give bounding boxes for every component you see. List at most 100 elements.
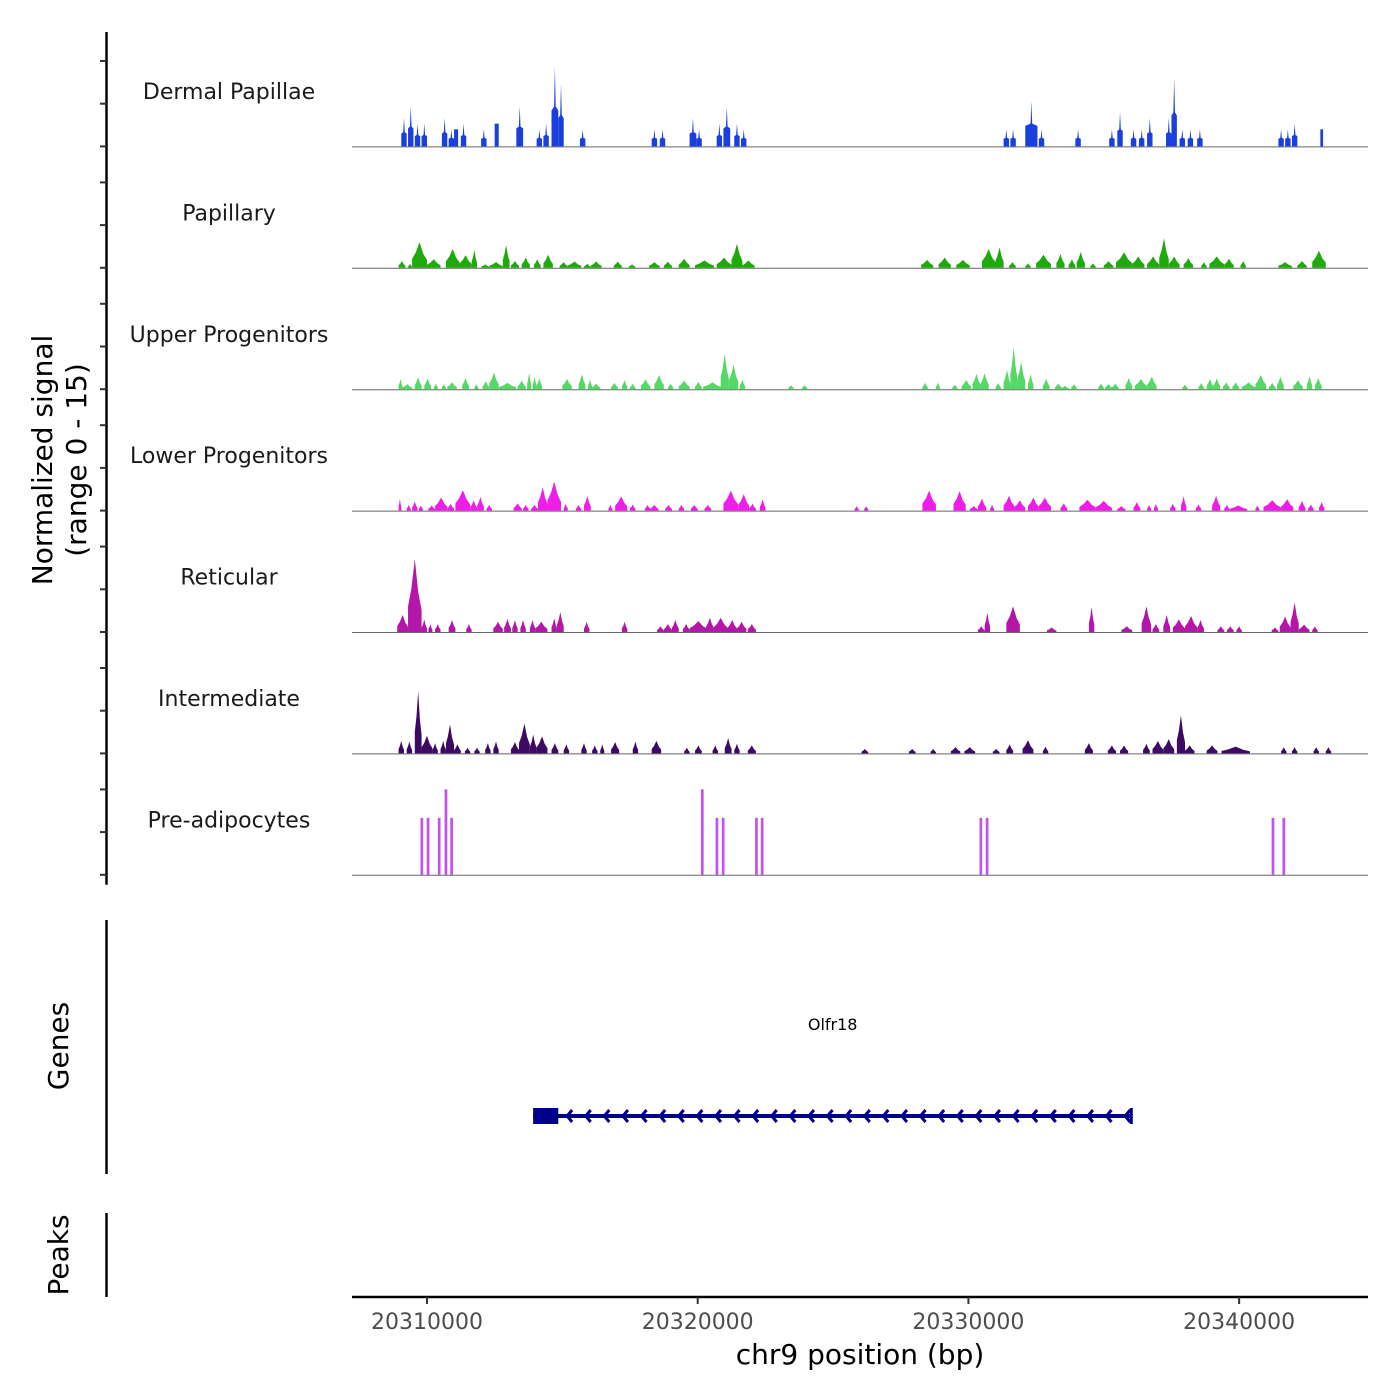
signal-peak: [651, 740, 662, 754]
signal-peak: [493, 621, 503, 632]
signal-peak: [1117, 112, 1123, 147]
signal-peak: [648, 262, 660, 268]
signal-peak: [448, 129, 455, 147]
signal-peak: [1003, 495, 1015, 511]
signal-peak: [486, 504, 492, 511]
signal-peak: [650, 504, 659, 511]
signal-peak: [428, 505, 436, 511]
signal-peak: [611, 742, 620, 754]
signal-peak: [551, 66, 559, 147]
signal-peak: [1107, 745, 1116, 754]
signal-peak: [1278, 129, 1284, 147]
signal-peak: [742, 260, 755, 268]
signal-peak: [1111, 383, 1119, 390]
signal-peak: [418, 505, 423, 511]
signal-peak: [961, 380, 972, 390]
signal-peak: [644, 504, 651, 511]
signal-peak: [398, 498, 402, 511]
signal-peak: [432, 743, 438, 754]
signal-peak: [426, 259, 441, 268]
signal-peak: [731, 243, 743, 268]
signal-peak: [608, 504, 613, 511]
signal-peak: [657, 626, 664, 632]
signal-peak: [1187, 129, 1194, 147]
signal-peak: [1232, 382, 1240, 390]
signal-peak: [715, 817, 719, 875]
signal-peak: [398, 260, 406, 268]
signal-peak: [535, 621, 548, 632]
signal-peak: [1027, 497, 1039, 511]
signal-peak: [1229, 505, 1248, 511]
signal-peak: [1042, 746, 1049, 754]
signal-peak: [460, 123, 467, 147]
signal-peak: [471, 250, 478, 268]
strand-arrow: [583, 1109, 592, 1123]
signal-peak: [1132, 256, 1145, 268]
signal-peak: [992, 748, 1000, 754]
y-axis-title-line-2: (range 0 - 15): [60, 363, 93, 557]
strand-arrow: [676, 1109, 685, 1123]
signal-peak: [584, 263, 591, 268]
signal-peak: [984, 612, 991, 632]
signal-peak: [421, 123, 427, 147]
signal-peak: [588, 379, 593, 390]
signal-peak: [512, 620, 518, 632]
signal-peak: [1183, 258, 1194, 268]
signal-peak: [728, 364, 739, 390]
signal-peak: [663, 261, 672, 268]
signal-peak: [1003, 129, 1010, 147]
x-tick-label: 20320000: [642, 1310, 754, 1335]
signal-peak: [481, 264, 490, 268]
signal-peak: [1025, 100, 1038, 147]
signal-peak: [1105, 384, 1112, 390]
signal-peak: [1014, 500, 1026, 511]
signal-peak: [551, 618, 557, 632]
signal-peak: [513, 503, 522, 511]
track-lower-progenitors: Lower Progenitors: [130, 444, 1368, 512]
signal-peak: [1068, 259, 1076, 268]
signal-peak: [1147, 376, 1157, 390]
signal-peak: [1291, 747, 1298, 754]
signal-peak: [414, 123, 421, 147]
signal-peak: [529, 620, 536, 632]
signal-peak: [621, 380, 628, 390]
signal-peak: [401, 117, 407, 147]
signal-peak: [1117, 506, 1126, 511]
signal-peak: [474, 384, 479, 390]
signal-peak: [1197, 620, 1204, 632]
signal-peak: [1278, 262, 1292, 268]
signal-peak: [723, 106, 731, 147]
signal-peak: [1240, 260, 1246, 268]
signal-peak: [489, 372, 499, 390]
signal-peak: [1282, 817, 1286, 875]
signal-peak: [536, 129, 543, 147]
signal-peak: [1098, 383, 1104, 390]
signal-peak: [464, 747, 471, 754]
signal-peak: [551, 743, 559, 754]
signal-peak: [1221, 746, 1250, 754]
signal-peak: [1320, 129, 1324, 147]
signal-peak: [1076, 251, 1085, 268]
track-label: Pre-adipocytes: [148, 808, 311, 833]
x-tick-label: 20340000: [1183, 1310, 1295, 1335]
signal-peak: [477, 496, 484, 511]
signal-peak: [547, 481, 561, 511]
x-tick-label: 20310000: [371, 1310, 483, 1335]
signal-peak: [592, 383, 601, 390]
signal-peak: [1061, 385, 1069, 390]
signal-peak: [1312, 250, 1326, 268]
genes-track-title: Genes: [42, 1002, 75, 1090]
signal-peak: [703, 382, 723, 390]
signal-peak: [788, 385, 794, 390]
signal-peak: [1147, 117, 1153, 147]
track-pre-adipocytes: Pre-adipocytes: [148, 789, 1368, 876]
signal-peak: [721, 817, 725, 875]
signal-peak: [421, 619, 427, 632]
signal-peak: [671, 620, 679, 632]
signal-peak: [1263, 500, 1282, 511]
signal-peak: [615, 496, 628, 511]
strand-arrow: [769, 1109, 778, 1123]
signal-peak: [498, 382, 517, 390]
signal-peak: [402, 384, 413, 390]
signal-peak: [694, 381, 702, 390]
